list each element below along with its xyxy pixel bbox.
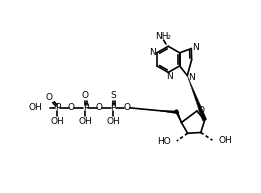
Text: OH: OH — [51, 117, 64, 126]
Polygon shape — [159, 111, 179, 114]
Text: N: N — [166, 72, 173, 81]
Text: OH: OH — [106, 117, 120, 126]
Text: O: O — [45, 93, 52, 102]
Text: N: N — [150, 48, 156, 57]
Text: P: P — [111, 103, 116, 112]
Text: P: P — [55, 103, 60, 112]
Text: OH: OH — [28, 103, 42, 112]
Polygon shape — [175, 110, 181, 123]
Text: OH: OH — [219, 136, 232, 146]
Text: NH: NH — [155, 32, 169, 41]
Text: OH: OH — [79, 117, 92, 126]
Text: O: O — [82, 91, 89, 100]
Polygon shape — [187, 76, 207, 121]
Text: O: O — [68, 103, 75, 112]
Text: HO: HO — [157, 137, 171, 146]
Text: P: P — [83, 103, 88, 112]
Text: 2: 2 — [166, 35, 170, 40]
Text: O: O — [96, 103, 103, 112]
Text: S: S — [110, 91, 116, 100]
Text: N: N — [193, 43, 199, 52]
Text: O: O — [197, 106, 204, 115]
Text: N: N — [188, 73, 195, 82]
Text: O: O — [124, 103, 131, 112]
